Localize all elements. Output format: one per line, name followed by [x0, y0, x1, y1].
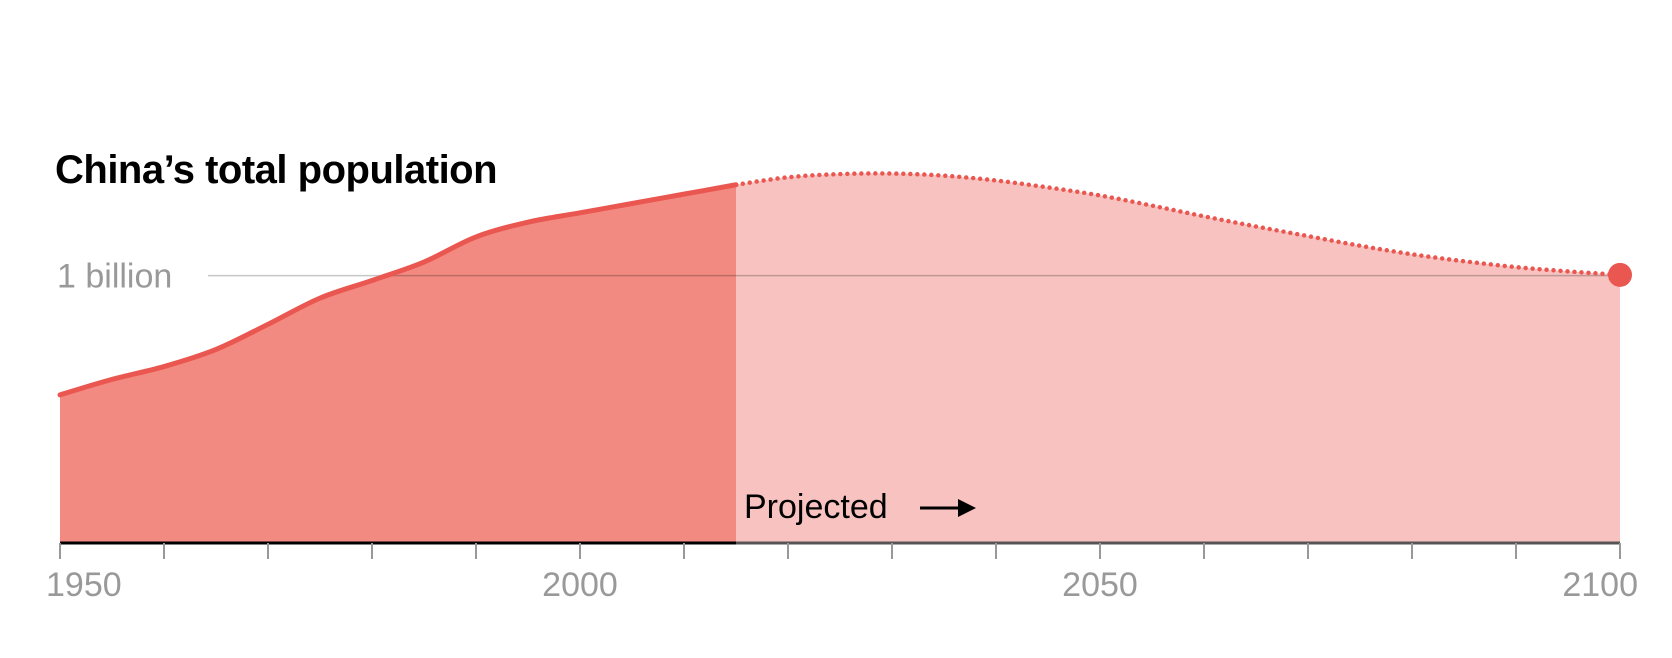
projected-area	[736, 173, 1620, 544]
right-arrow-head-icon	[958, 499, 976, 517]
chart-title: China’s total population	[55, 148, 497, 192]
x-tick-label-1950: 1950	[46, 566, 122, 604]
projected-dotted-line	[733, 171, 1623, 278]
x-tick-label-2000: 2000	[542, 566, 618, 604]
x-tick-label-2050: 2050	[1062, 566, 1138, 604]
historical-area	[60, 184, 736, 543]
reference-label: 1 billion	[57, 258, 172, 296]
endpoint-marker	[1608, 262, 1632, 287]
series-lines	[57, 171, 1632, 398]
projection-annotation: Projected	[744, 488, 976, 526]
historical-line	[57, 182, 739, 398]
area-fills	[60, 173, 1620, 544]
reference-line-group: 1 billion	[57, 258, 1620, 296]
projected-label: Projected	[744, 488, 888, 526]
x-tick-label-2100: 2100	[1562, 566, 1638, 604]
x-axis: 1950 2000 2050 2100	[46, 541, 1638, 604]
